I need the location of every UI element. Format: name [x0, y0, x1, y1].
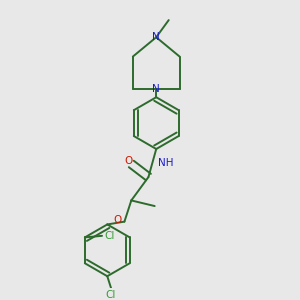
Text: N: N — [152, 84, 160, 94]
Text: Cl: Cl — [104, 231, 115, 241]
Text: O: O — [125, 157, 133, 166]
Text: O: O — [113, 215, 122, 225]
Text: N: N — [152, 32, 160, 42]
Text: Cl: Cl — [106, 290, 116, 300]
Text: NH: NH — [158, 158, 173, 168]
